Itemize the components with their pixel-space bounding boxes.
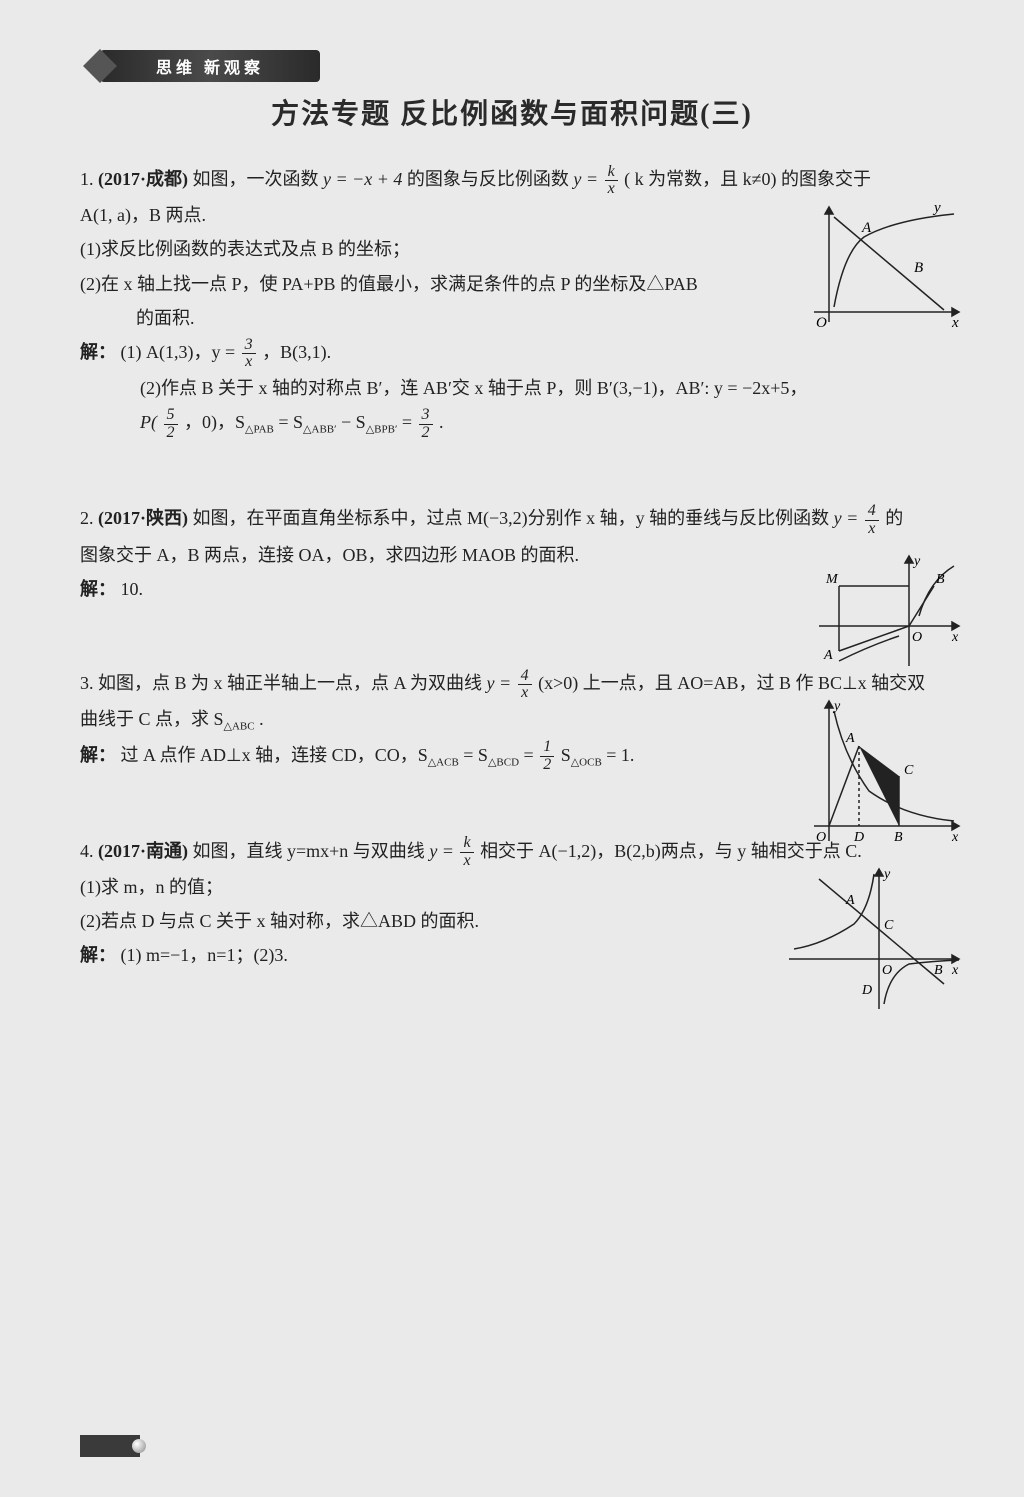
- problem-1-answer-2b: P( 52 ，0)，S△PAB = S△ABB′ − S△BPB′ = 32 .: [140, 405, 944, 441]
- t: ( k 为常数，且 k≠0) 的图象交于: [624, 169, 871, 189]
- fraction: kx: [460, 835, 473, 870]
- origin-label: O: [882, 963, 892, 978]
- sub: △BCD: [488, 756, 519, 768]
- t: ，B(3,1).: [262, 342, 331, 362]
- point-a-label: A: [845, 731, 855, 746]
- problem-1-answer-1: 解： (1) A(1,3)，y = 3x ，B(3,1).: [80, 335, 944, 371]
- t: = S: [463, 745, 488, 765]
- t: P(: [140, 412, 157, 432]
- fraction: 12: [540, 739, 554, 774]
- t: 过 A 点作 AD⊥x 轴，连接 CD，CO，S: [121, 745, 428, 765]
- problem-2: y x O M A B 2. (2017·陕西) 如图，在平面直角坐标系中，过点…: [80, 501, 944, 606]
- fraction: 4x: [518, 668, 532, 703]
- point-d-label: D: [861, 983, 872, 998]
- t: (1) A(1,3)，y =: [121, 342, 240, 362]
- point-a-label: A: [861, 220, 872, 236]
- logo-text: 思维 新观察: [156, 54, 264, 78]
- problem-2-number: 2.: [80, 508, 94, 528]
- axis-x-label: x: [951, 630, 959, 645]
- sub: △PAB: [245, 424, 274, 436]
- origin-label: O: [912, 630, 922, 645]
- problem-1-source: (2017·成都): [98, 169, 188, 189]
- point-b-label: B: [934, 963, 943, 978]
- t: =: [402, 412, 417, 432]
- eq: y =: [834, 508, 863, 528]
- t: =: [524, 745, 539, 765]
- t: 如图，一次函数: [193, 169, 324, 189]
- problem-1-graph: y x O A B: [804, 202, 964, 332]
- point-m-label: M: [825, 572, 839, 587]
- problem-4-number: 4.: [80, 841, 94, 861]
- problem-4: y x O A C B D 4. (2017·南通) 如图，直线 y=mx+n …: [80, 834, 944, 973]
- problem-4-source: (2017·南通): [98, 841, 188, 861]
- t: − S: [341, 412, 366, 432]
- t: = 1.: [606, 745, 634, 765]
- problem-1-answer-2a: (2)作点 B 关于 x 轴的对称点 B′，连 AB′交 x 轴于点 P，则 B…: [140, 371, 944, 405]
- eq: y = −x + 4: [323, 169, 402, 189]
- t: 10.: [121, 579, 144, 599]
- point-b-label: B: [914, 260, 923, 276]
- eq: y =: [573, 169, 602, 189]
- t: (1) m=−1，n=1；(2)3.: [121, 945, 288, 965]
- problem-1: y x O A B 1. (2017·成都) 如图，一次函数 y = −x + …: [80, 162, 944, 441]
- axis-x-label: x: [951, 830, 959, 845]
- page-title: 方法专题 反比例函数与面积问题(三): [80, 92, 944, 132]
- axis-x-label: x: [951, 315, 959, 331]
- axis-y-label: y: [882, 867, 891, 882]
- problem-4-graph: y x O A C B D: [784, 864, 964, 1014]
- fraction: 4x: [865, 503, 879, 538]
- sub: △ACB: [428, 756, 459, 768]
- t: 相交于 A(−1,2)，B(2,b)两点，与 y 轴相交于点 C.: [480, 841, 862, 861]
- problem-1-number: 1.: [80, 169, 94, 189]
- sub: △BPB′: [366, 424, 398, 436]
- point-a-label: A: [823, 648, 833, 663]
- axis-x-label: x: [951, 963, 959, 978]
- origin-label: O: [816, 315, 827, 331]
- problem-1-stem: 1. (2017·成都) 如图，一次函数 y = −x + 4 的图象与反比例函…: [80, 162, 944, 198]
- t: 如图，直线 y=mx+n 与双曲线: [193, 841, 430, 861]
- t: 的: [885, 508, 903, 528]
- fraction: 32: [419, 407, 433, 442]
- page-footer-marker: [80, 1435, 140, 1457]
- problem-2-source: (2017·陕西): [98, 508, 188, 528]
- axis-y-label: y: [832, 699, 841, 714]
- t: .: [259, 709, 264, 729]
- axis-y-label: y: [912, 554, 921, 569]
- problem-3-graph: y x O A C D B: [804, 696, 964, 846]
- fraction: 52: [164, 407, 178, 442]
- point-b-label: B: [936, 572, 945, 587]
- t: 曲线于 C 点，求 S: [80, 709, 224, 729]
- t: .: [439, 412, 444, 432]
- point-c-label: C: [904, 763, 914, 778]
- page: 思维 新观察 方法专题 反比例函数与面积问题(三) y x O A B 1. (…: [0, 0, 1024, 1073]
- t: ，0)，S: [184, 412, 245, 432]
- t: 的图象与反比例函数: [407, 169, 574, 189]
- t: S: [561, 745, 571, 765]
- sub: △OCB: [571, 756, 602, 768]
- logo-banner: 思维 新观察: [100, 50, 320, 82]
- axis-y-label: y: [932, 202, 941, 216]
- problem-3: y x O A C D B 3. 如图，点 B 为 x 轴正半轴上一点，点 A …: [80, 666, 944, 774]
- fraction: kx: [605, 164, 618, 199]
- sub: △ABC: [224, 721, 255, 733]
- t: 如图，在平面直角坐标系中，过点 M(−3,2)分别作 x 轴，y 轴的垂线与反比…: [193, 508, 834, 528]
- t: (x>0) 上一点，且 AO=AB，过 B 作 BC⊥x 轴交双: [538, 673, 925, 693]
- t: 如图，点 B 为 x 轴正半轴上一点，点 A 为双曲线: [98, 673, 487, 693]
- point-a-label: A: [845, 893, 855, 908]
- eq: y =: [487, 673, 516, 693]
- eq: y =: [429, 841, 458, 861]
- answer-label: 解：: [80, 342, 116, 362]
- answer-label: 解：: [80, 945, 116, 965]
- answer-label: 解：: [80, 745, 116, 765]
- point-c-label: C: [884, 918, 894, 933]
- fraction: 3x: [242, 337, 256, 372]
- answer-label: 解：: [80, 579, 116, 599]
- problem-3-number: 3.: [80, 673, 94, 693]
- sub: △ABB′: [303, 424, 336, 436]
- problem-2-stem: 2. (2017·陕西) 如图，在平面直角坐标系中，过点 M(−3,2)分别作 …: [80, 501, 944, 537]
- problem-2-graph: y x O M A B: [814, 551, 964, 671]
- footer-dot-icon: [132, 1439, 146, 1453]
- t: = S: [278, 412, 303, 432]
